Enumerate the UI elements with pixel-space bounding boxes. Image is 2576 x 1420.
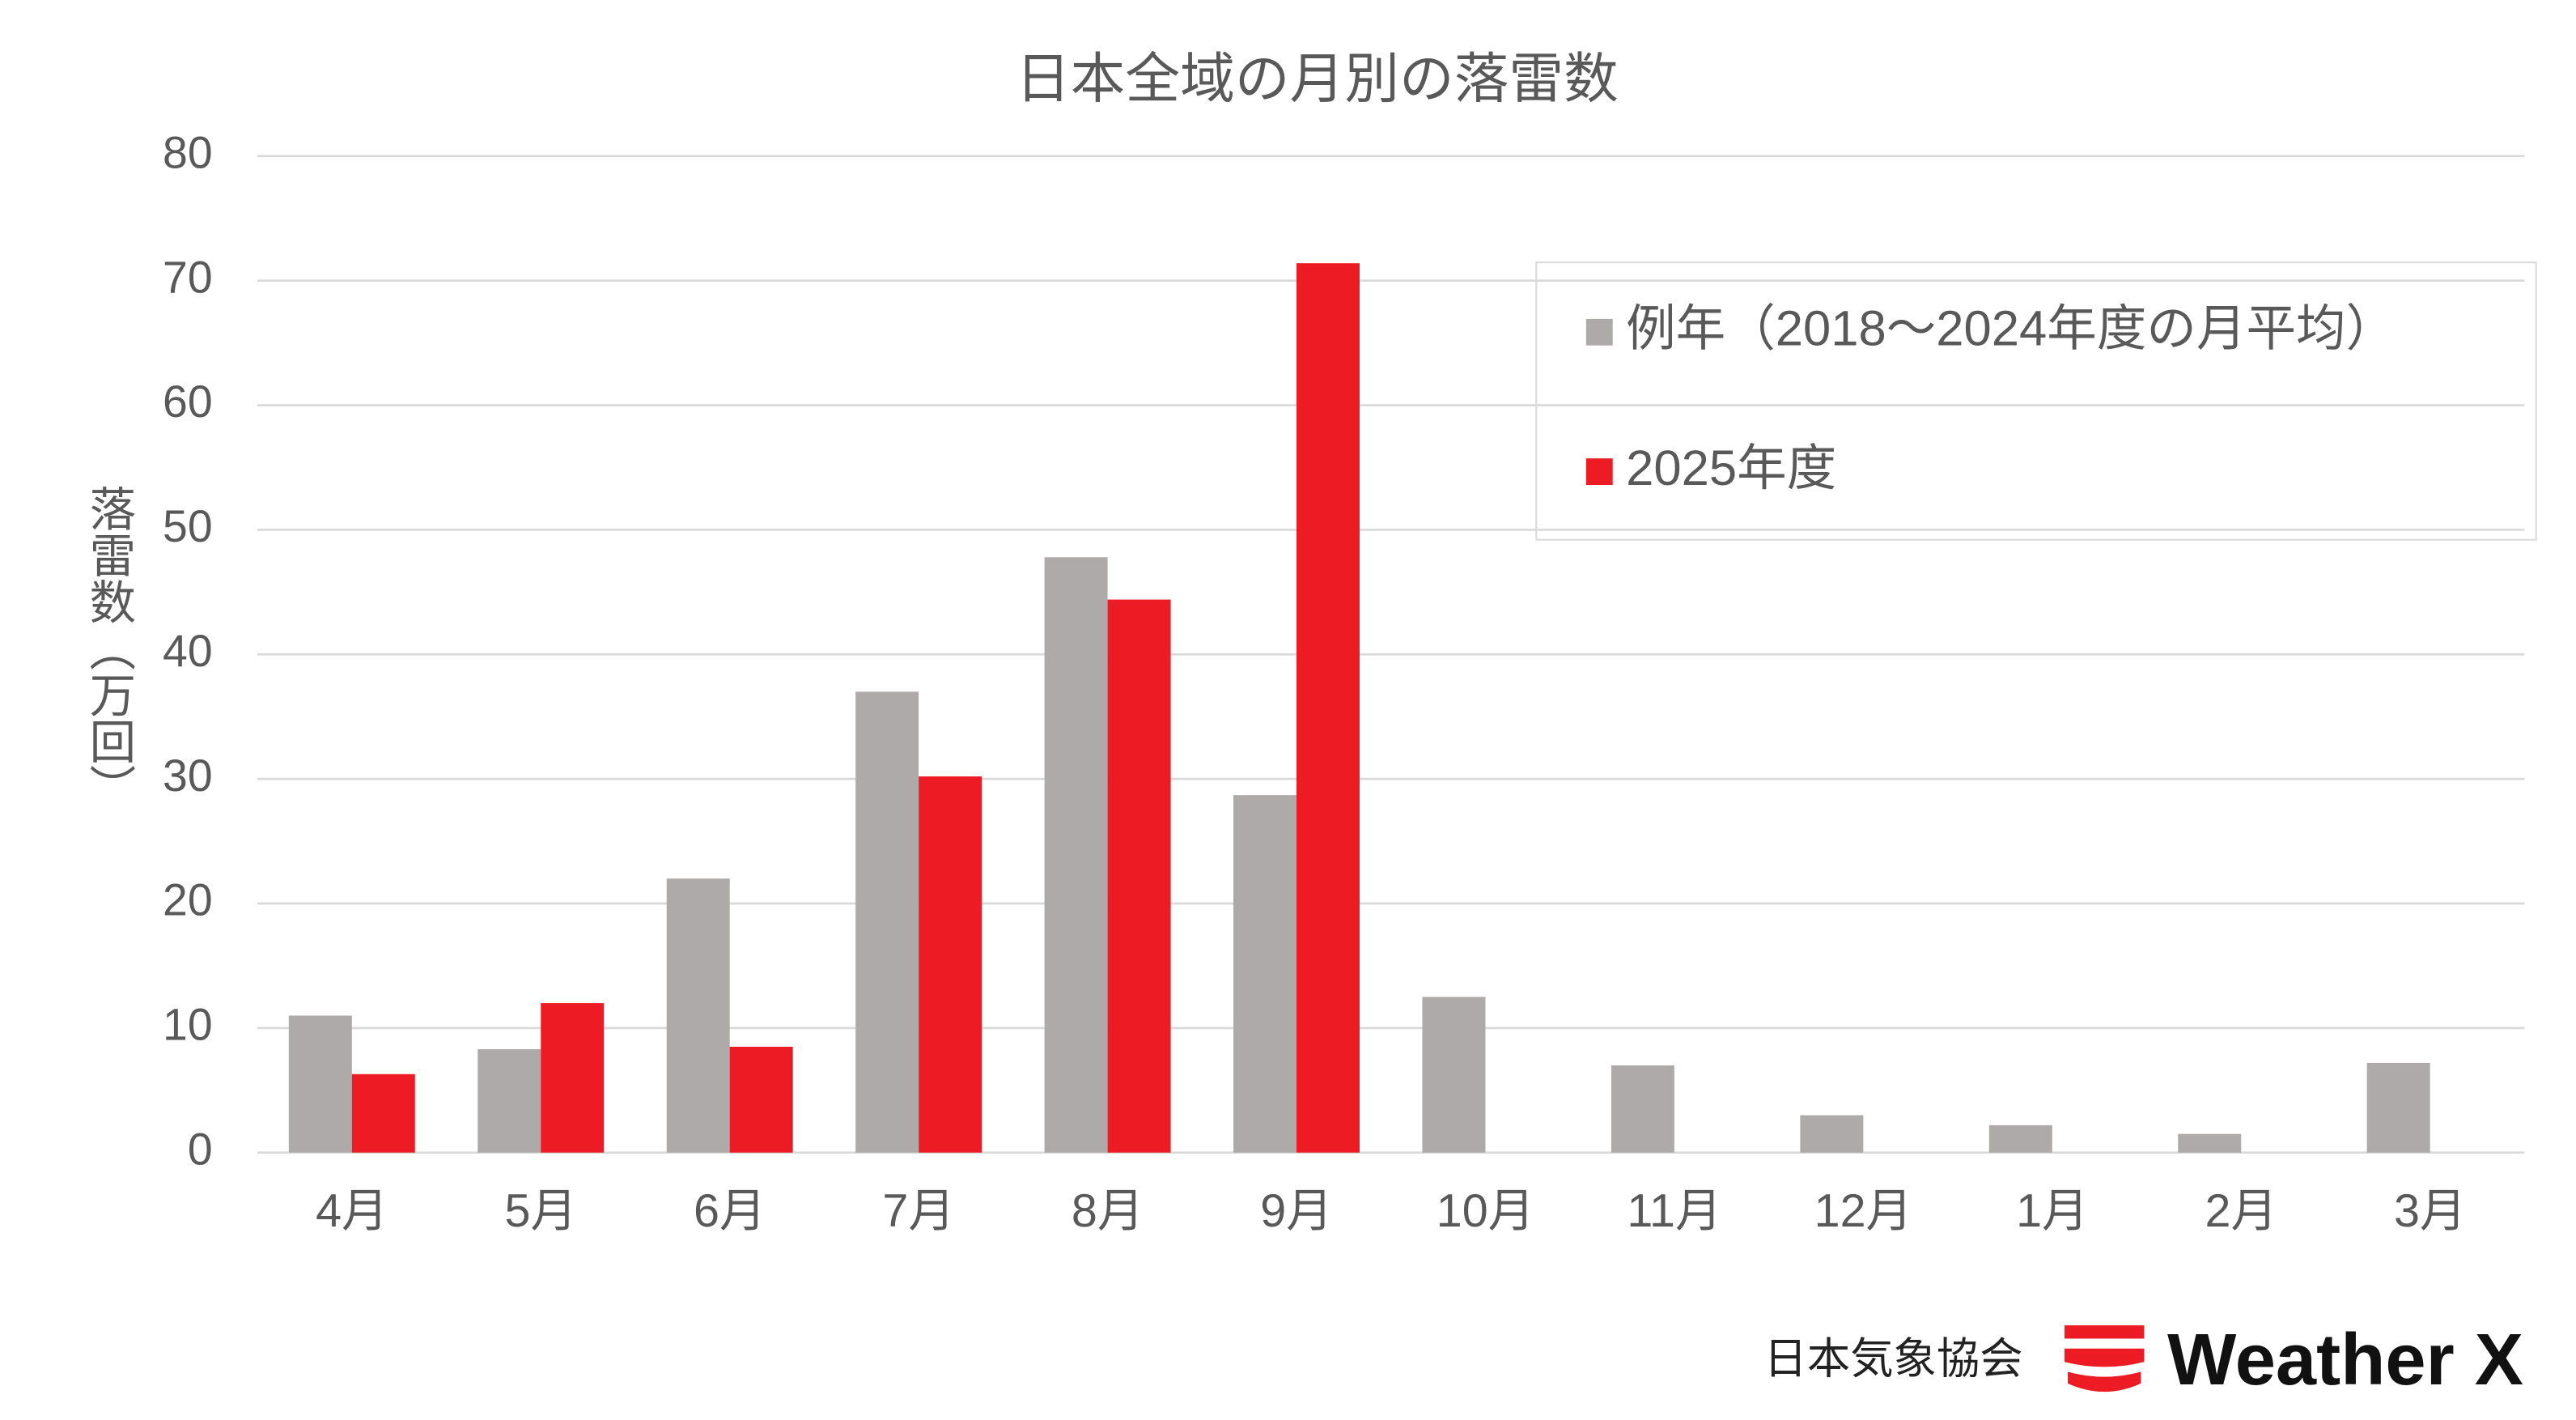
bar: [351, 1074, 415, 1153]
legend-label: 2025年度: [1626, 440, 1836, 496]
org-name: 日本気象協会: [1764, 1335, 2023, 1383]
x-tick-label: 2月: [2205, 1185, 2277, 1237]
legend-swatch: [1585, 458, 1613, 486]
bar: [1233, 795, 1297, 1153]
y-tick-label: 60: [163, 376, 213, 427]
bar: [288, 1015, 352, 1153]
x-tick-label: 7月: [882, 1185, 954, 1237]
x-tick-label: 11月: [1627, 1185, 1721, 1237]
bar: [1296, 263, 1360, 1153]
bar: [666, 878, 730, 1153]
logo-icon: [2064, 1325, 2145, 1392]
bar: [919, 776, 982, 1153]
product-name: Weather X: [2167, 1319, 2523, 1401]
bar: [541, 1003, 605, 1153]
y-axis-label: 落雷数（万回）: [82, 485, 135, 810]
bar: [2366, 1062, 2430, 1153]
legend-swatch: [1585, 318, 1613, 346]
x-tick-label: 3月: [2394, 1185, 2466, 1237]
bar: [855, 691, 919, 1153]
logo-area: [1735, 1292, 2576, 1420]
x-tick-label: 1月: [2016, 1185, 2088, 1237]
bar: [477, 1049, 541, 1153]
legend-label: 例年（2018～2024年度の月平均）: [1626, 301, 2396, 357]
y-tick-label: 30: [163, 750, 213, 801]
y-tick-label: 50: [163, 501, 213, 551]
x-tick-label: 4月: [316, 1185, 388, 1237]
bar: [2178, 1133, 2242, 1153]
bar: [1044, 557, 1108, 1153]
bar: [1107, 599, 1171, 1153]
x-tick-label: 10月: [1437, 1185, 1534, 1237]
x-tick-label: 5月: [505, 1185, 577, 1237]
bar: [1800, 1115, 1864, 1153]
y-tick-label: 80: [163, 127, 213, 177]
x-tick-label: 9月: [1260, 1185, 1332, 1237]
y-tick-label: 20: [163, 875, 213, 925]
x-tick-label: 6月: [694, 1185, 766, 1237]
bar: [1988, 1125, 2052, 1153]
bar: [1422, 997, 1486, 1153]
chart-title: 日本全域の月別の落雷数: [1016, 49, 1619, 109]
bar: [1611, 1065, 1674, 1153]
y-tick-label: 40: [163, 626, 213, 676]
y-tick-label: 70: [163, 252, 213, 302]
x-tick-label: 12月: [1814, 1185, 1912, 1237]
y-tick-label: 10: [163, 999, 213, 1049]
y-tick-label: 0: [188, 1124, 213, 1174]
legend-box: [1535, 261, 2537, 541]
x-tick-label: 8月: [1072, 1185, 1144, 1237]
bar: [729, 1046, 793, 1153]
